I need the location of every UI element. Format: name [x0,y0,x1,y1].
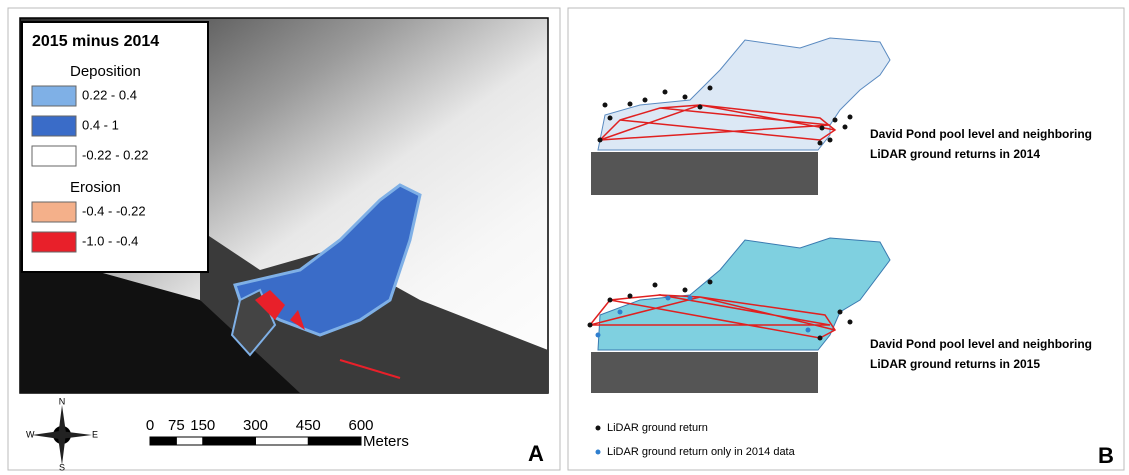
scale-unit: Meters [363,433,409,450]
page: 2015 minus 2014 Deposition 0.22 - 0.4 0.4 … [0,0,1129,475]
compass-e: E [92,429,98,439]
compass-n: N [59,396,66,406]
scale-label: 0 [146,417,154,434]
legend-label: -1.0 - -0.4 [82,233,138,248]
legend-swatch [32,116,76,136]
scale-label: 450 [296,417,321,434]
compass-w: W [26,429,35,439]
map-legend: 2015 minus 2014 Deposition 0.22 - 0.4 0.4 … [22,22,208,272]
legend-group: Deposition [70,63,141,80]
legend-swatch [32,146,76,166]
scale-segment [308,437,361,445]
legend-label: LiDAR ground return [607,422,708,434]
legend-swatch [32,202,76,222]
panel-label: A [528,441,544,466]
compass: N S E W [26,396,98,472]
pond-2015 [588,238,891,393]
pond-2014 [591,38,890,195]
figure: 2015 minus 2014 Deposition 0.22 - 0.4 0.4 … [0,0,1129,475]
caption: LiDAR ground returns in 2014 [870,147,1040,161]
compass-s: S [59,462,65,472]
legend-label: LiDAR ground return only in 2014 data [607,446,796,458]
legend-label: 0.4 - 1 [82,117,119,132]
scale-segment [150,437,176,445]
scale-label: 150 [190,417,215,434]
legend-group: Erosion [70,179,121,196]
scale-label: 75 [168,417,185,434]
legend-dot [596,426,601,431]
captions: David Pond pool level and neighboring LiD… [870,127,1092,371]
caption: David Pond pool level and neighboring [870,127,1092,141]
caption: David Pond pool level and neighboring [870,337,1092,351]
legend-swatch [32,232,76,252]
caption: LiDAR ground returns in 2015 [870,357,1040,371]
scale-label: 300 [243,417,268,434]
panel-label: B [1098,443,1114,468]
scale-label: 600 [348,417,373,434]
legend-dot [596,450,601,455]
diagram-legend: LiDAR ground return LiDAR ground return o… [596,422,796,458]
legend-swatch [32,86,76,106]
legend-label: 0.22 - 0.4 [82,87,137,102]
scale-segment [203,437,256,445]
legend-title: 2015 minus 2014 [32,33,159,50]
legend-label: -0.4 - -0.22 [82,203,146,218]
legend-label: -0.22 - 0.22 [82,147,149,162]
